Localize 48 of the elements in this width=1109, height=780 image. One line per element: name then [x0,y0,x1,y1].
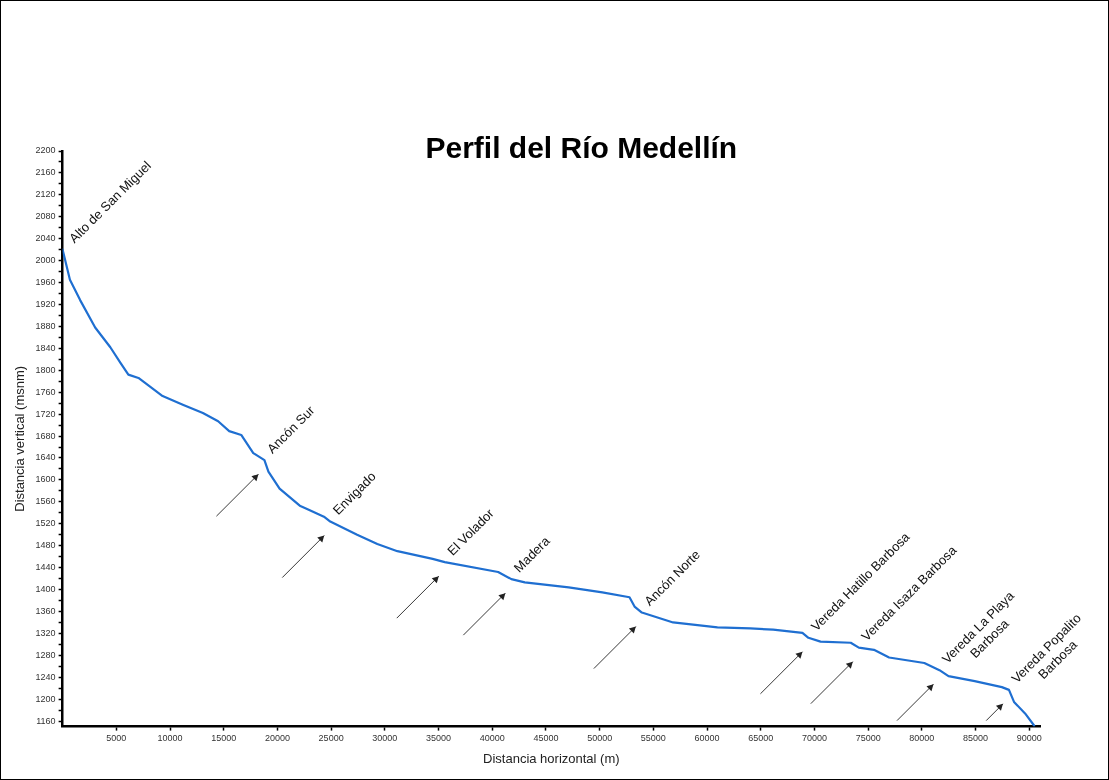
y-tick-label: 1520 [35,518,56,529]
y-tick-label: 1840 [35,342,56,353]
x-tick-label: 60000 [694,733,720,744]
y-tick-label: 1640 [35,452,56,463]
y-tick-label: 2000 [35,255,56,266]
y-tick-label: 1280 [35,649,56,660]
y-tick-label: 1480 [35,540,56,551]
x-tick-label: 20000 [264,733,290,744]
y-tick-label: 2080 [35,211,56,222]
x-tick-label: 70000 [801,733,827,744]
x-tick-label: 55000 [640,733,666,744]
y-tick-label: 1800 [35,364,56,375]
x-tick-label: 80000 [909,733,935,744]
y-tick-label: 2200 [35,145,56,156]
y-tick-label: 2120 [35,189,56,200]
y-tick-label: 1160 [36,715,56,726]
y-tick-label: 1320 [35,627,56,638]
y-tick-label: 1600 [35,474,56,485]
x-tick-label: 25000 [318,733,344,744]
y-tick-label: 1560 [35,496,56,507]
x-tick-label: 75000 [855,733,881,744]
x-tick-label: 65000 [748,733,774,744]
x-tick-label: 85000 [963,733,989,744]
y-tick-label: 1960 [35,277,56,288]
x-tick-label: 30000 [372,733,398,744]
y-axis-title: Distancia vertical (msnm) [12,365,28,512]
x-tick-label: 40000 [479,733,505,744]
x-tick-label: 5000 [106,733,127,744]
y-tick-label: 1360 [35,605,56,616]
y-tick-label: 2160 [35,167,56,178]
x-tick-label: 50000 [587,733,613,744]
y-tick-label: 1680 [35,430,56,441]
x-tick-label: 15000 [211,733,237,744]
y-tick-label: 1920 [35,298,56,309]
y-tick-label: 2040 [35,233,56,244]
x-axis-title: Distancia horizontal (m) [483,750,620,766]
y-tick-label: 1240 [35,671,56,682]
y-tick-label: 1200 [35,693,56,704]
y-tick-label: 1440 [35,562,56,573]
y-tick-label: 1720 [35,408,56,419]
chart-title: Perfil del Río Medellín [425,131,738,165]
y-tick-label: 1400 [35,584,56,595]
y-tick-label: 1880 [35,320,56,331]
x-tick-label: 45000 [533,733,559,744]
x-tick-label: 90000 [1016,733,1042,744]
x-tick-label: 35000 [426,733,452,744]
x-tick-label: 10000 [157,733,183,744]
y-tick-label: 1760 [35,386,56,397]
